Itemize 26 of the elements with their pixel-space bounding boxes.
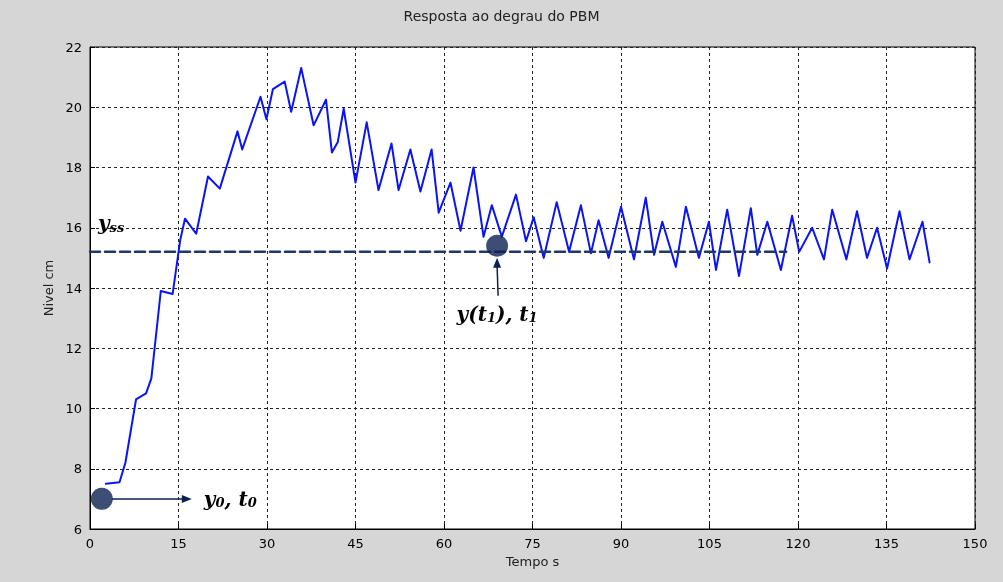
y-tick-label: 22 [65,39,82,55]
x-tick-label: 90 [612,536,630,551]
x-tick-label: 120 [785,536,811,551]
x-tick-label: 45 [347,536,364,551]
y-axis-title: Nivel cm [40,259,56,317]
x-tick-label: 150 [962,536,988,551]
y-tick-label: 8 [73,461,82,477]
annotation: yss [97,211,125,236]
x-tick-label: 135 [874,536,899,551]
y-tick-label: 16 [65,220,82,236]
y-tick-label: 6 [73,521,82,537]
x-tick-label: 60 [435,536,453,551]
x-tick-label: 30 [258,536,276,551]
x-tick-label: 15 [170,536,187,551]
x-axis-title: Tempo s [504,553,560,569]
y-tick-label: 14 [65,280,82,296]
x-tick-label: 0 [85,536,95,551]
annotation: y0, t0 [202,486,257,511]
y-tick-label: 20 [65,99,82,115]
y-tick-label: 12 [65,340,82,356]
x-tick-label: 105 [697,536,722,551]
x-tick-label: 75 [524,536,541,551]
chart-title: Resposta ao degrau do PBM [403,8,600,24]
y-tick-label: 18 [65,160,82,175]
annotation: y(t1), t1 [455,301,538,326]
y-tick-label: 10 [65,401,82,416]
